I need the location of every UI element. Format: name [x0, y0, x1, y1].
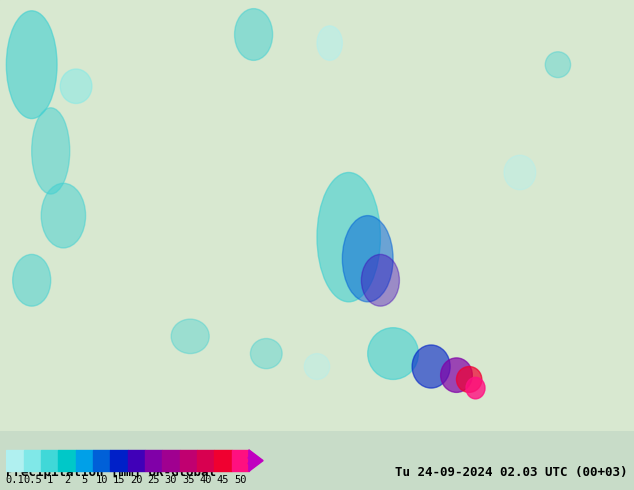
Ellipse shape [41, 183, 86, 248]
Bar [110, 450, 127, 471]
Ellipse shape [441, 358, 472, 392]
Text: 2: 2 [64, 475, 70, 485]
Ellipse shape [60, 69, 92, 103]
Ellipse shape [235, 9, 273, 60]
Ellipse shape [13, 254, 51, 306]
Bar [93, 450, 110, 471]
Bar [231, 450, 249, 471]
Text: 15: 15 [113, 475, 125, 485]
Ellipse shape [545, 52, 571, 77]
Ellipse shape [6, 11, 57, 119]
Bar [23, 450, 41, 471]
Text: 30: 30 [165, 475, 177, 485]
Ellipse shape [361, 254, 399, 306]
Ellipse shape [342, 216, 393, 302]
Text: 10: 10 [95, 475, 108, 485]
Bar [58, 450, 75, 471]
Bar [197, 450, 214, 471]
Ellipse shape [456, 367, 482, 392]
Polygon shape [249, 450, 263, 471]
Ellipse shape [317, 172, 380, 302]
Bar [41, 450, 58, 471]
Bar [162, 450, 179, 471]
Bar [75, 450, 93, 471]
Ellipse shape [412, 345, 450, 388]
Ellipse shape [304, 354, 330, 379]
Ellipse shape [171, 319, 209, 354]
Bar [214, 450, 231, 471]
Text: 40: 40 [199, 475, 212, 485]
Ellipse shape [32, 108, 70, 194]
Text: 25: 25 [147, 475, 160, 485]
Text: 45: 45 [217, 475, 229, 485]
Text: 0.1: 0.1 [6, 475, 24, 485]
Bar [6, 450, 23, 471]
Ellipse shape [250, 339, 282, 368]
Ellipse shape [466, 377, 485, 399]
Text: 50: 50 [234, 475, 247, 485]
Text: 35: 35 [182, 475, 195, 485]
Text: Precipitation [mm] UK-Global: Precipitation [mm] UK-Global [6, 466, 216, 479]
Text: 20: 20 [130, 475, 143, 485]
Bar [145, 450, 162, 471]
Text: 5: 5 [81, 475, 87, 485]
Text: 0.5: 0.5 [23, 475, 42, 485]
Text: 1: 1 [46, 475, 53, 485]
Bar [179, 450, 197, 471]
Ellipse shape [368, 328, 418, 379]
Ellipse shape [317, 26, 342, 60]
Bar [127, 450, 145, 471]
Ellipse shape [504, 155, 536, 190]
Text: Tu 24-09-2024 02.03 UTC (00+03): Tu 24-09-2024 02.03 UTC (00+03) [395, 466, 628, 479]
